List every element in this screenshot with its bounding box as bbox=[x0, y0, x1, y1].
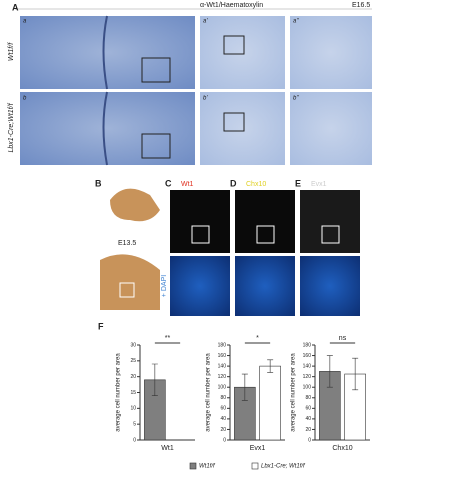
row-label: Wt1f/f bbox=[8, 42, 15, 61]
y-tick-label: 40 bbox=[220, 416, 226, 422]
y-axis-label: average cell number per area bbox=[116, 353, 122, 432]
marker-label: Wt1 bbox=[181, 181, 194, 188]
inset-box bbox=[191, 225, 210, 244]
y-tick-label: 0 bbox=[223, 437, 226, 443]
y-tick-label: 100 bbox=[303, 385, 312, 391]
legend-label: Lbx1-Cre; Wt1f/f bbox=[261, 464, 306, 470]
y-tick-label: 0 bbox=[133, 437, 136, 443]
y-tick-label: 5 bbox=[133, 421, 136, 427]
inset-box bbox=[141, 57, 171, 83]
x-tick-label: Wt1 bbox=[161, 445, 174, 452]
sublabel: a'' bbox=[293, 19, 299, 25]
embryo-sketch bbox=[110, 188, 160, 222]
significance-label: ns bbox=[339, 335, 347, 342]
micrograph bbox=[290, 92, 372, 165]
legend-swatch bbox=[251, 462, 259, 470]
bar bbox=[259, 365, 281, 441]
sublabel: a' bbox=[203, 19, 208, 25]
micrograph bbox=[200, 92, 285, 165]
y-axis-label: average cell number per area bbox=[291, 353, 297, 432]
error-bar bbox=[267, 359, 274, 373]
micrograph bbox=[290, 16, 372, 89]
legend-label: Wt1f/f bbox=[199, 464, 216, 470]
y-tick-label: 100 bbox=[218, 385, 227, 391]
stain-title: α-Wt1/Haematoxylin bbox=[200, 2, 263, 9]
y-tick-label: 180 bbox=[218, 342, 227, 348]
y-tick-label: 0 bbox=[308, 437, 311, 443]
significance-label: * bbox=[256, 335, 259, 342]
legend-swatch bbox=[189, 462, 197, 470]
panel-label: F bbox=[98, 321, 104, 331]
micrograph bbox=[300, 190, 360, 253]
midline bbox=[102, 15, 108, 166]
micrograph bbox=[235, 256, 295, 316]
micrograph bbox=[20, 16, 195, 89]
y-tick-label: 140 bbox=[303, 363, 312, 369]
panel-label: C bbox=[165, 178, 172, 188]
sublabel: b'' bbox=[293, 96, 299, 102]
y-tick-label: 20 bbox=[305, 427, 311, 433]
x-tick-label: Chx10 bbox=[332, 445, 352, 452]
inset-box bbox=[119, 282, 135, 298]
marker-label: Evx1 bbox=[311, 181, 327, 188]
y-tick-label: 20 bbox=[130, 374, 136, 380]
y-tick-label: 20 bbox=[220, 427, 226, 433]
sublabel: b bbox=[23, 96, 27, 102]
y-tick-label: 80 bbox=[220, 395, 226, 401]
error-bar bbox=[352, 357, 359, 391]
y-tick-label: 140 bbox=[218, 363, 227, 369]
marker-label: Chx10 bbox=[246, 181, 266, 188]
y-tick-label: 60 bbox=[220, 406, 226, 412]
dapi-label: + DAPI bbox=[161, 275, 168, 297]
y-tick-label: 10 bbox=[130, 406, 136, 412]
y-tick-label: 15 bbox=[130, 390, 136, 396]
stage-label: E13.5 bbox=[118, 240, 136, 247]
sublabel: a bbox=[23, 19, 27, 25]
y-tick-label: 30 bbox=[130, 342, 136, 348]
panel-label: E bbox=[295, 178, 301, 188]
y-tick-label: 160 bbox=[303, 353, 312, 359]
micrograph bbox=[200, 16, 285, 89]
inset-box bbox=[223, 112, 245, 132]
micrograph bbox=[300, 256, 360, 316]
micrograph bbox=[170, 190, 230, 253]
y-tick-label: 40 bbox=[305, 416, 311, 422]
stage-label: E16.5 bbox=[352, 2, 370, 9]
micrograph bbox=[235, 190, 295, 253]
inset-box bbox=[321, 225, 340, 244]
panel-label: D bbox=[230, 178, 237, 188]
error-bar bbox=[151, 363, 158, 396]
y-tick-label: 180 bbox=[303, 342, 312, 348]
y-tick-label: 80 bbox=[305, 395, 311, 401]
inset-box bbox=[141, 133, 171, 159]
error-bar bbox=[326, 355, 333, 388]
y-tick-label: 160 bbox=[218, 353, 227, 359]
x-tick-label: Evx1 bbox=[250, 445, 266, 452]
row-label: Lbx1-Cre;Wt1f/f bbox=[8, 102, 15, 152]
inset-box bbox=[223, 35, 245, 55]
y-tick-label: 60 bbox=[305, 406, 311, 412]
y-tick-label: 120 bbox=[303, 374, 312, 380]
micrograph bbox=[20, 92, 195, 165]
error-bar bbox=[241, 373, 248, 401]
panel-label: A bbox=[12, 2, 19, 12]
micrograph bbox=[170, 256, 230, 316]
panels bbox=[15, 8, 372, 316]
panel-label: B bbox=[95, 178, 102, 188]
y-tick-label: 25 bbox=[130, 358, 136, 364]
significance-label: ** bbox=[165, 335, 171, 342]
y-tick-label: 120 bbox=[218, 374, 227, 380]
section-sketch bbox=[100, 254, 160, 310]
sublabel: b' bbox=[203, 96, 208, 102]
y-axis-label: average cell number per area bbox=[206, 353, 212, 432]
inset-box bbox=[256, 225, 275, 244]
